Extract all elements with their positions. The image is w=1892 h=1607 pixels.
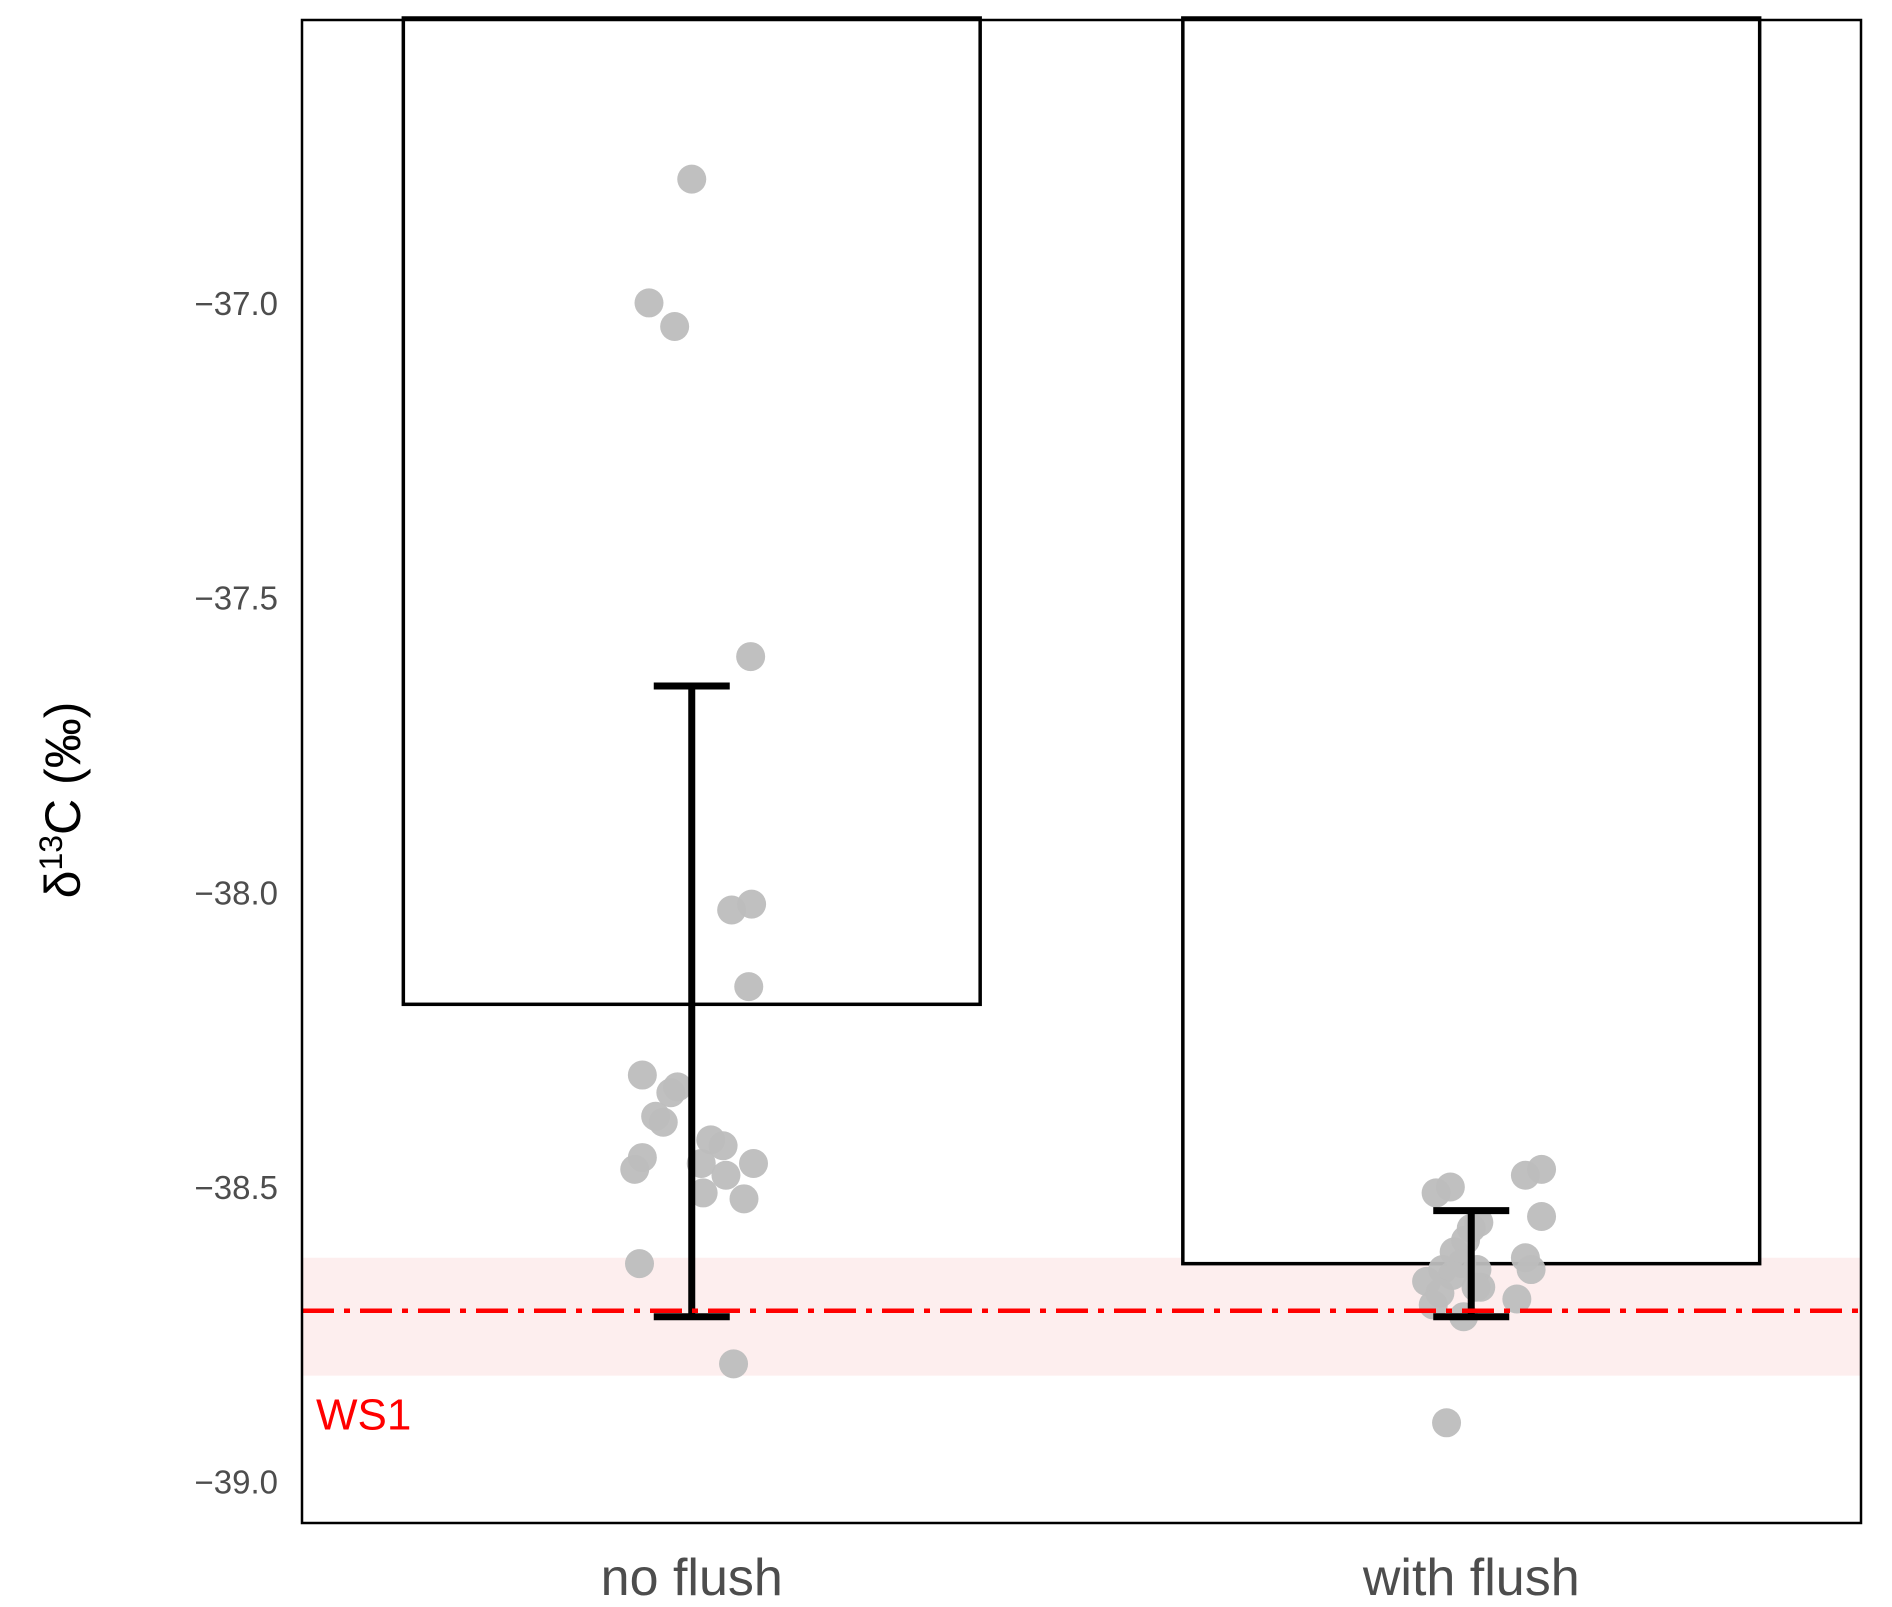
bar-with-flush (1181, 16, 1762, 1266)
data-point-no-flush (739, 1148, 768, 1178)
y-tick-label: −37.0 (195, 285, 279, 322)
data-point-with-flush (1516, 1255, 1546, 1285)
data-point-no-flush (719, 1349, 749, 1379)
data-point-no-flush (708, 1131, 738, 1161)
data-point-no-flush (711, 1160, 741, 1190)
data-point-no-flush (737, 889, 767, 919)
error-bars-layer (653, 682, 1510, 1321)
reference-band-layer (302, 1257, 1861, 1376)
data-point-no-flush (620, 1154, 650, 1184)
y-axis-title: δ13C (‰) (33, 702, 91, 899)
data-point-no-flush (627, 1060, 657, 1090)
data-point-no-flush (734, 972, 764, 1002)
y-ticks-layer: −37.0 −37.5 −38.0 −38.5 −39.0 (195, 285, 279, 1501)
data-point-with-flush (1461, 1272, 1491, 1302)
data-point-no-flush (677, 164, 707, 194)
data-point-with-flush (1527, 1202, 1557, 1232)
data-point-with-flush (1502, 1284, 1532, 1314)
data-point-no-flush (663, 1072, 692, 1102)
data-point-with-flush (1527, 1154, 1557, 1184)
y-axis-title-rest: C (‰) (35, 702, 91, 835)
reference-label: WS1 (316, 1391, 411, 1440)
y-tick-label: −39.0 (195, 1464, 279, 1501)
data-point-no-flush (634, 288, 664, 318)
y-tick-label: −37.5 (195, 580, 279, 617)
reference-line-layer: WS1 (302, 1308, 1861, 1440)
y-tick-label: −38.0 (195, 874, 279, 911)
data-point-no-flush (688, 1178, 718, 1208)
plot-panel-border (300, 18, 1863, 1525)
data-point-with-flush (1421, 1178, 1451, 1208)
data-point-no-flush (729, 1184, 759, 1214)
x-tick-label: with flush (1362, 1549, 1580, 1607)
data-point-no-flush (736, 642, 766, 672)
data-point-with-flush (1432, 1408, 1462, 1438)
data-point-no-flush (625, 1249, 654, 1279)
axes-layer (300, 18, 1863, 1525)
reference-band (302, 1257, 1861, 1376)
x-tick-label: no flush (601, 1549, 783, 1607)
data-point-no-flush (648, 1107, 678, 1137)
data-point-no-flush (660, 311, 690, 341)
bars-layer (401, 16, 1762, 1266)
y-tick-label: −38.5 (195, 1169, 279, 1206)
y-axis-title-superscript: 13 (33, 835, 69, 871)
y-axis-title-delta: δ (35, 871, 91, 899)
x-ticks-layer: no flush with flush (601, 1549, 1580, 1607)
